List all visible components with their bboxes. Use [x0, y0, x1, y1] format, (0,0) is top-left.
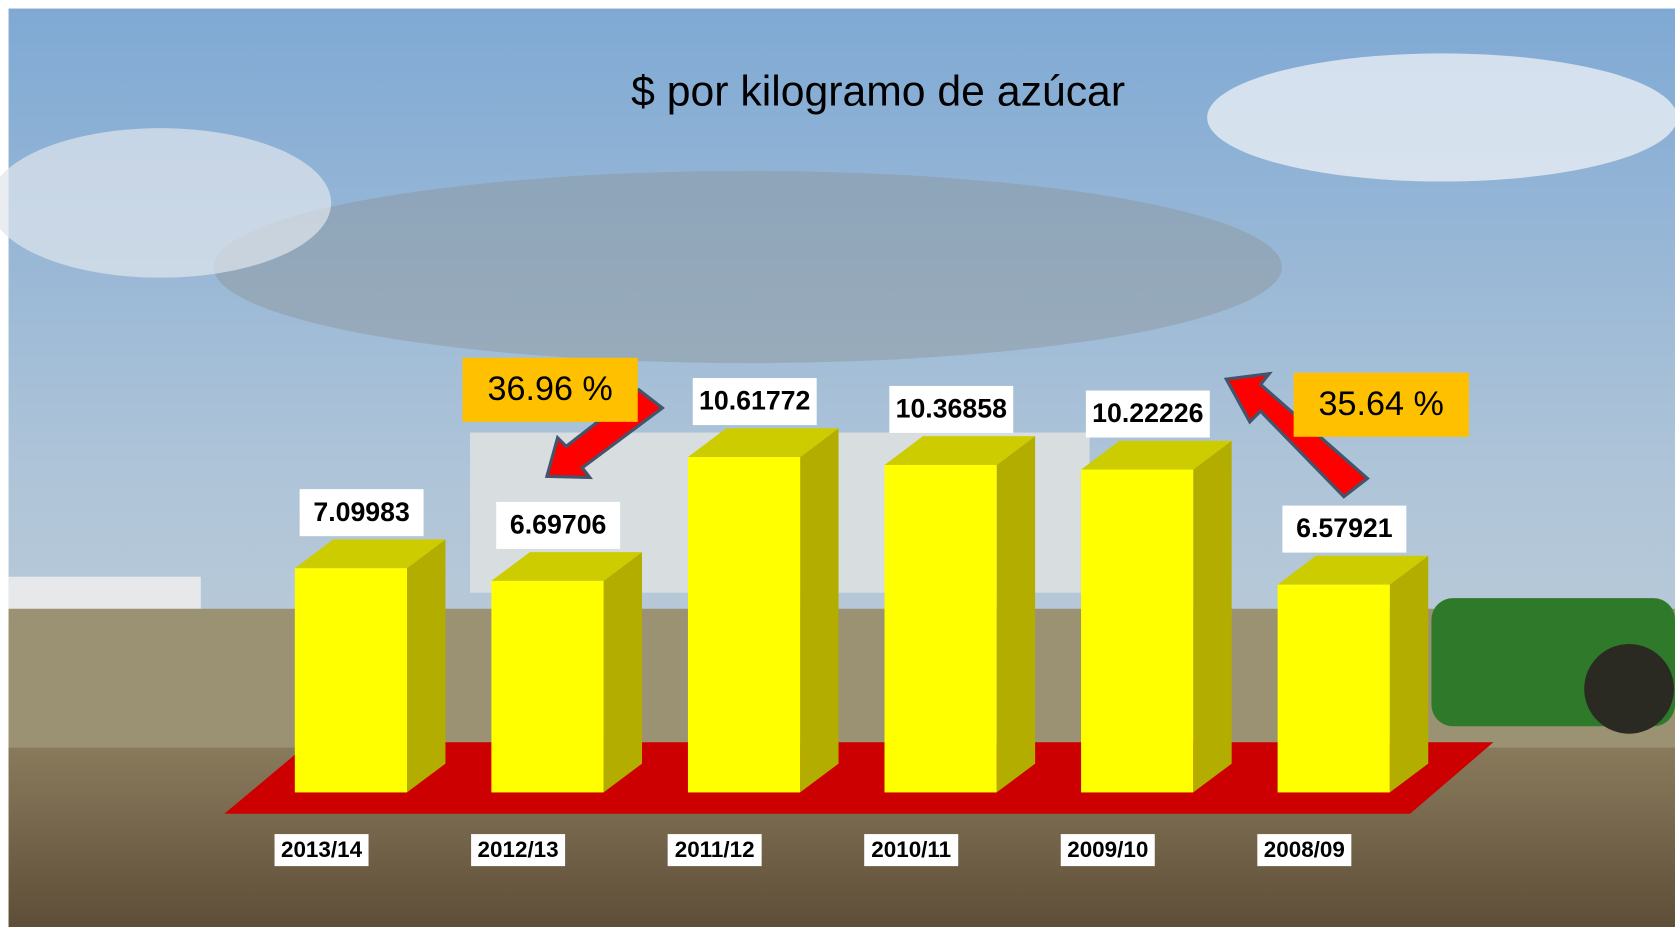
- annotation: 35.64 %: [1319, 385, 1444, 423]
- smoke: [213, 170, 1282, 364]
- bar-top: [687, 428, 839, 458]
- x-tick-label: 2012/13: [478, 837, 559, 862]
- x-tick-label: 2010/11: [871, 837, 951, 862]
- x-label-box: [864, 834, 959, 867]
- value-label: 6.69706: [510, 510, 606, 540]
- annotation-box: [1293, 372, 1469, 437]
- bar-side: [800, 428, 839, 793]
- value-label: 10.61772: [699, 386, 810, 416]
- bar-side: [996, 436, 1036, 793]
- tractor-wheel: [1584, 643, 1674, 734]
- bar-side: [1193, 440, 1232, 793]
- annotation-box: [462, 357, 638, 422]
- value-label: 6.57921: [1296, 513, 1393, 543]
- bar-side: [406, 539, 446, 793]
- value-label: 7.09983: [313, 497, 409, 527]
- x-tick-label: 2008/09: [1264, 837, 1345, 862]
- x-label-box: [1257, 834, 1352, 867]
- bar: [884, 464, 997, 793]
- bar-top: [1081, 440, 1232, 470]
- cloud: [0, 128, 332, 278]
- x-tick-label: 2009/10: [1067, 837, 1148, 862]
- bar-top: [491, 552, 643, 581]
- value-label: 10.22226: [1092, 398, 1203, 428]
- bar-side: [1389, 555, 1429, 793]
- bar: [491, 580, 604, 793]
- bar-top: [294, 539, 446, 569]
- x-label-box: [274, 834, 369, 867]
- x-tick-label: 2013/14: [281, 837, 363, 862]
- value-label-box: [1282, 505, 1407, 553]
- value-label-box: [692, 378, 817, 426]
- value-label: 10.36858: [896, 394, 1007, 424]
- x-tick-label: 2011/12: [675, 837, 755, 862]
- bar: [1277, 584, 1390, 793]
- bar: [294, 568, 407, 793]
- value-label-box: [496, 501, 621, 549]
- x-label-box: [1060, 834, 1155, 867]
- value-label-box: [1085, 390, 1210, 438]
- value-label-box: [299, 489, 424, 537]
- cloud: [1207, 53, 1675, 182]
- bar-side: [603, 552, 643, 793]
- bar-top: [884, 436, 1036, 465]
- value-label-box: [889, 385, 1014, 433]
- bar: [687, 457, 801, 793]
- chart-title: $ por kilogramo de azúcar: [631, 67, 1125, 115]
- x-label-box: [471, 834, 566, 867]
- annotation: 36.96 %: [487, 370, 612, 408]
- bar: [1081, 469, 1194, 793]
- x-label-box: [667, 834, 762, 867]
- bar-top: [1277, 555, 1429, 585]
